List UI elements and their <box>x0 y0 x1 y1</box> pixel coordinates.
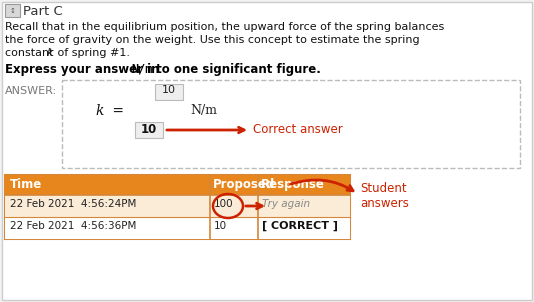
Bar <box>62 80 520 168</box>
Bar <box>5 195 350 217</box>
Text: Express your answer in: Express your answer in <box>5 63 163 76</box>
Text: Time: Time <box>10 178 42 191</box>
Text: k: k <box>95 104 104 118</box>
Text: 100: 100 <box>214 199 234 209</box>
Text: ANSWER:: ANSWER: <box>5 86 57 96</box>
Text: [ CORRECT ]: [ CORRECT ] <box>262 221 338 231</box>
Text: to one significant figure.: to one significant figure. <box>152 63 321 76</box>
Text: of spring #1.: of spring #1. <box>54 48 130 58</box>
Bar <box>5 175 350 239</box>
Text: 10: 10 <box>214 221 227 231</box>
Bar <box>155 84 183 100</box>
Bar <box>135 122 163 138</box>
Text: Recall that in the equilibrium position, the upward force of the spring balances: Recall that in the equilibrium position,… <box>5 22 444 32</box>
Text: N/m: N/m <box>190 104 217 117</box>
Text: 22 Feb 2021  4:56:24PM: 22 Feb 2021 4:56:24PM <box>10 199 136 209</box>
Text: 10: 10 <box>162 85 176 95</box>
Text: Try again: Try again <box>262 199 310 209</box>
Text: Correct answer: Correct answer <box>253 123 343 136</box>
Text: constant: constant <box>5 48 57 58</box>
Text: =: = <box>108 104 128 118</box>
Text: Student
answers: Student answers <box>360 182 409 210</box>
Bar <box>5 4 20 17</box>
Text: k: k <box>47 48 53 58</box>
Text: the force of gravity on the weight. Use this concept to estimate the spring: the force of gravity on the weight. Use … <box>5 35 420 45</box>
Text: Proposed: Proposed <box>213 178 275 191</box>
Bar <box>5 217 350 239</box>
Text: ↕: ↕ <box>10 8 15 14</box>
Text: N/m: N/m <box>131 63 152 76</box>
Text: Part C: Part C <box>23 5 63 18</box>
Text: 10: 10 <box>141 123 157 136</box>
Text: 22 Feb 2021  4:56:36PM: 22 Feb 2021 4:56:36PM <box>10 221 136 231</box>
Bar <box>5 175 350 195</box>
Text: Response: Response <box>261 178 325 191</box>
